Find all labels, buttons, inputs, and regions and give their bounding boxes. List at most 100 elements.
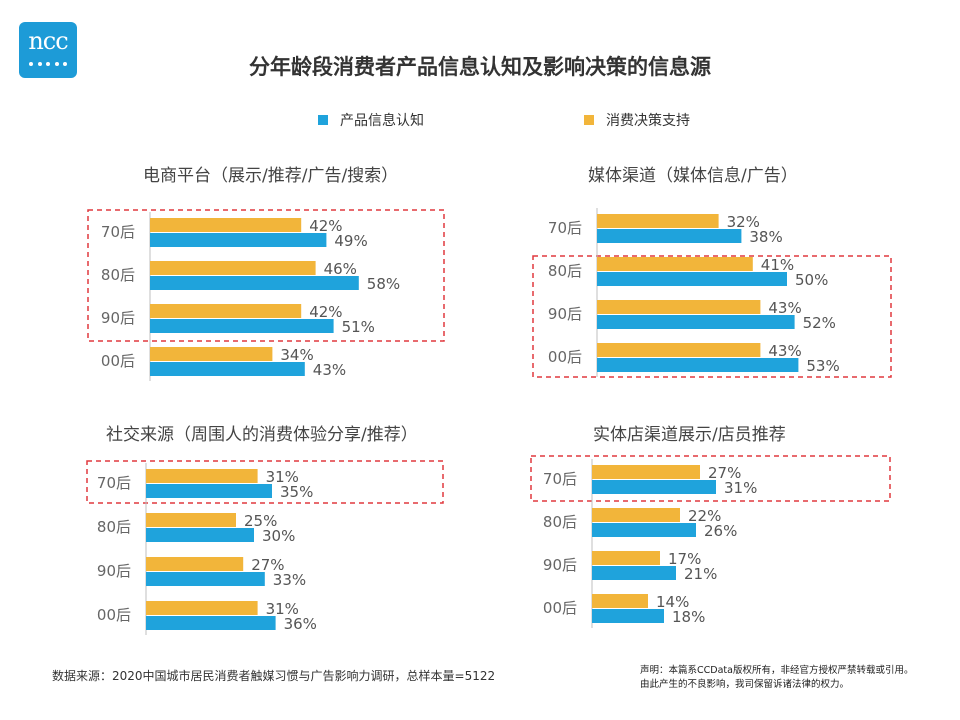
disclaimer-line-2: 由此产生的不良影响，我司保留诉诸法律的权力。 <box>640 679 850 690</box>
store-bar-decision <box>592 508 680 522</box>
ecommerce-value-label: 42% <box>309 303 342 321</box>
social-bar-decision <box>146 469 258 483</box>
media-bar-awareness <box>597 358 799 372</box>
social-value-label: 30% <box>262 527 295 545</box>
media-value-label: 52% <box>803 314 836 332</box>
ecommerce-bar-awareness <box>150 276 359 290</box>
media-bar-awareness <box>597 229 742 243</box>
ecommerce-category-label: 00后 <box>101 352 135 370</box>
social-bar-awareness <box>146 616 276 630</box>
media-category-label: 80后 <box>548 262 582 280</box>
media-value-label: 32% <box>727 213 760 231</box>
media-bar-decision <box>597 300 761 314</box>
chart-title-media: 媒体渠道（媒体信息/广告） <box>588 166 798 186</box>
social-value-label: 33% <box>273 571 306 589</box>
social-value-label: 35% <box>280 483 313 501</box>
ecommerce-value-label: 49% <box>334 232 367 250</box>
media-value-label: 50% <box>795 271 828 289</box>
social-category-label: 80后 <box>97 518 131 536</box>
social-value-label: 31% <box>266 468 299 486</box>
social-bar-awareness <box>146 528 254 542</box>
disclaimer-line-1: 声明：本篇系CCData版权所有，非经官方授权严禁转载或引用。 <box>640 665 914 676</box>
media-bar-decision <box>597 257 753 271</box>
ncc-logo: ncc <box>19 22 77 78</box>
media-bar-decision <box>597 343 761 357</box>
legend-label-awareness: 产品信息认知 <box>340 113 424 129</box>
store-category-label: 70后 <box>543 470 577 488</box>
ecommerce-bar-decision <box>150 261 316 275</box>
media-value-label: 41% <box>761 256 794 274</box>
social-highlight-box <box>86 460 444 504</box>
media-bar-decision <box>597 214 719 228</box>
disclaimer: 声明：本篇系CCData版权所有，非经官方授权严禁转载或引用。 由此产生的不良影… <box>640 664 913 692</box>
ecommerce-value-label: 34% <box>280 346 313 364</box>
store-bar-awareness <box>592 523 696 537</box>
logo-text: ncc <box>28 27 68 55</box>
legend-item-decision: 消费决策支持 <box>584 110 690 130</box>
media-category-label: 70后 <box>548 219 582 237</box>
legend-item-awareness: 产品信息认知 <box>318 110 424 130</box>
store-bar-awareness <box>592 480 716 494</box>
ecommerce-category-label: 70后 <box>101 223 135 241</box>
social-category-label: 90后 <box>97 562 131 580</box>
store-bar-awareness <box>592 609 664 623</box>
media-bar-awareness <box>597 272 787 286</box>
store-category-label: 00后 <box>543 599 577 617</box>
store-value-label: 17% <box>668 550 701 568</box>
store-value-label: 31% <box>724 479 757 497</box>
social-category-label: 70后 <box>97 474 131 492</box>
store-category-label: 90后 <box>543 556 577 574</box>
logo-dots <box>29 62 67 66</box>
store-highlight-box <box>530 455 891 502</box>
store-value-label: 27% <box>708 464 741 482</box>
store-bar-decision <box>592 594 648 608</box>
store-category-label: 80后 <box>543 513 577 531</box>
chart-title-store: 实体店渠道展示/店员推荐 <box>593 425 786 445</box>
ecommerce-category-label: 80后 <box>101 266 135 284</box>
social-bar-awareness <box>146 572 265 586</box>
page-title: 分年龄段消费者产品信息认知及影响决策的信息源 <box>249 55 711 79</box>
chart-title-ecommerce: 电商平台（展示/推荐/广告/搜索） <box>143 166 399 186</box>
ecommerce-bar-decision <box>150 347 273 361</box>
store-bar-awareness <box>592 566 676 580</box>
media-category-label: 00后 <box>548 348 582 366</box>
social-value-label: 25% <box>244 512 277 530</box>
store-value-label: 21% <box>684 565 717 583</box>
ecommerce-bar-awareness <box>150 233 327 247</box>
store-value-label: 26% <box>704 522 737 540</box>
media-value-label: 43% <box>768 299 801 317</box>
ecommerce-value-label: 42% <box>309 217 342 235</box>
social-value-label: 31% <box>266 600 299 618</box>
store-bar-decision <box>592 465 700 479</box>
ecommerce-value-label: 46% <box>324 260 357 278</box>
social-category-label: 00后 <box>97 606 131 624</box>
chart-title-social: 社交来源（周围人的消费体验分享/推荐） <box>106 425 418 445</box>
store-value-label: 22% <box>688 507 721 525</box>
ecommerce-bar-awareness <box>150 362 305 376</box>
ecommerce-value-label: 43% <box>313 361 346 379</box>
store-bar-decision <box>592 551 660 565</box>
legend-swatch-orange <box>584 115 594 125</box>
media-value-label: 53% <box>806 357 839 375</box>
media-value-label: 38% <box>749 228 782 246</box>
social-bar-decision <box>146 557 244 571</box>
ecommerce-bar-awareness <box>150 319 334 333</box>
media-bar-awareness <box>597 315 795 329</box>
ecommerce-category-label: 90后 <box>101 309 135 327</box>
legend-label-decision: 消费决策支持 <box>606 113 690 129</box>
ecommerce-bar-decision <box>150 304 302 318</box>
media-highlight-box <box>532 255 892 378</box>
data-source-note: 数据来源：2020中国城市居民消费者触媒习惯与广告影响力调研，总样本量=5122 <box>52 669 496 683</box>
social-bar-awareness <box>146 484 272 498</box>
ecommerce-value-label: 58% <box>367 275 400 293</box>
ecommerce-value-label: 51% <box>342 318 375 336</box>
store-value-label: 14% <box>656 593 689 611</box>
ecommerce-bar-decision <box>150 218 302 232</box>
social-bar-decision <box>146 601 258 615</box>
media-value-label: 43% <box>768 342 801 360</box>
store-value-label: 18% <box>672 608 705 626</box>
